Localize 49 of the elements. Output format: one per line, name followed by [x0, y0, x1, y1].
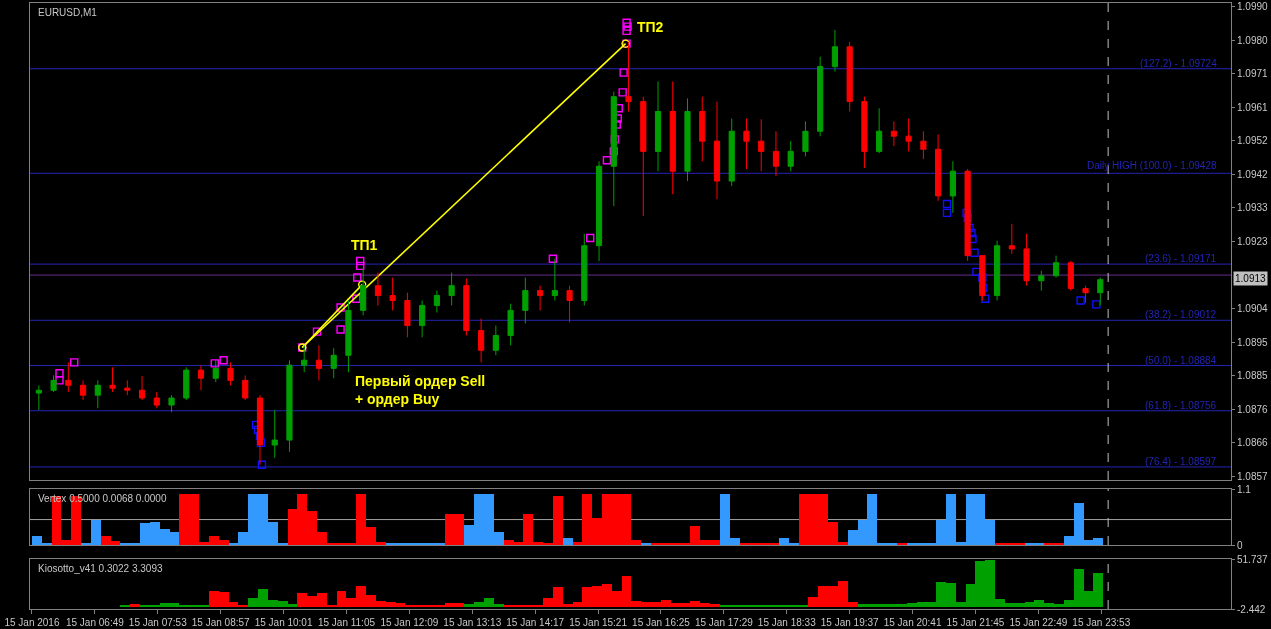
x-tick-label: 15 Jan 07:53	[128, 617, 188, 628]
y-tick-label: 1.0952	[1237, 135, 1269, 147]
x-tick-label: 15 Jan 06:49	[65, 617, 125, 628]
x-tick-label: 15 Jan 21:45	[946, 617, 1005, 628]
annotation: (61.8) - 1.08756	[1145, 400, 1217, 411]
y-tick-label: 1.0990	[1237, 1, 1269, 13]
annotation: (50.0) - 1.08884	[1145, 355, 1217, 366]
annotation: ТП1	[351, 237, 378, 253]
x-tick-label: 15 Jan 13:13	[443, 617, 502, 628]
annotation: (127.2) - 1.09724	[1140, 58, 1218, 69]
x-tick-label: 15 Jan 12:09	[380, 617, 439, 628]
y-tick-label: 1.0980	[1237, 34, 1269, 46]
y-tick-label: -2.442	[1237, 603, 1266, 615]
x-tick-label: 15 Jan 11:05	[317, 617, 376, 628]
y-tick-label: 51.737	[1237, 553, 1269, 565]
x-tick-label: 15 Jan 16:25	[632, 617, 691, 628]
annotation: Первый ордер Sell + ордер Buy	[355, 373, 486, 408]
x-tick-label: 15 Jan 10:01	[254, 617, 313, 628]
annotation: 1.0913	[1235, 273, 1267, 284]
chart-title: Kiosotto_v41 0.3022 3.3093	[38, 563, 163, 574]
x-tick-label: 15 Jan 08:57	[191, 617, 251, 628]
y-tick-label: 1.0885	[1237, 370, 1269, 382]
x-tick-label: 15 Jan 20:41	[883, 617, 942, 628]
x-tick-label: 15 Jan 2016	[4, 617, 60, 628]
x-tick-label: 15 Jan 17:29	[694, 617, 754, 628]
annotation: (38.2) - 1.09012	[1145, 309, 1217, 320]
y-tick-label: 1.0895	[1237, 336, 1269, 348]
x-tick-label: 15 Jan 19:37	[820, 617, 880, 628]
x-tick-label: 15 Jan 14:17	[506, 617, 565, 628]
x-tick-label: 15 Jan 23:53	[1072, 617, 1131, 628]
annotation: (23.6) - 1.09171	[1145, 253, 1217, 264]
y-tick-label: 1.0933	[1237, 202, 1269, 214]
chart-title: EURUSD,M1	[38, 7, 98, 18]
y-tick-label: 0	[1237, 539, 1243, 551]
x-tick-label: 15 Jan 18:33	[757, 617, 817, 628]
y-tick-label: 1.0904	[1237, 303, 1269, 315]
annotation: ТП2	[637, 19, 664, 35]
x-tick-label: 15 Jan 22:49	[1009, 617, 1068, 628]
y-tick-label: 1.0961	[1237, 101, 1269, 113]
annotation: (76.4) - 1.08597	[1145, 456, 1217, 467]
y-tick-label: 1.0866	[1237, 437, 1269, 449]
ref-line-label: Daily HIGH (100.0) - 1.09428	[1087, 160, 1217, 171]
y-tick-label: 1.0857	[1237, 470, 1269, 482]
y-tick-label: 1.0923	[1237, 236, 1269, 247]
y-tick-label: 1.0876	[1237, 403, 1269, 415]
y-tick-label: 1.1	[1237, 483, 1252, 495]
x-tick-label: 15 Jan 15:21	[569, 617, 628, 628]
y-tick-label: 1.0971	[1237, 68, 1269, 80]
y-tick-label: 1.0942	[1237, 168, 1269, 180]
